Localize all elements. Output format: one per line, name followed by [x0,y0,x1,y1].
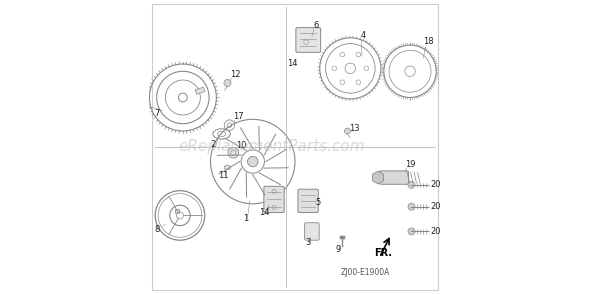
FancyBboxPatch shape [264,186,284,213]
FancyBboxPatch shape [379,171,409,184]
Text: 6: 6 [314,21,319,30]
Text: 10: 10 [236,141,247,151]
Text: 13: 13 [349,124,360,133]
Text: 1: 1 [243,214,248,223]
Text: 17: 17 [233,112,244,121]
Circle shape [408,228,415,235]
Ellipse shape [224,165,231,170]
Text: 20: 20 [431,227,441,236]
Text: 20: 20 [431,202,441,211]
Circle shape [408,181,415,188]
Circle shape [224,79,231,86]
Text: 12: 12 [230,70,241,79]
Text: FR.: FR. [373,248,392,258]
Text: 5: 5 [315,198,320,207]
Text: 14: 14 [287,59,297,68]
Text: 14: 14 [259,208,270,217]
Text: 11: 11 [218,171,228,180]
FancyBboxPatch shape [296,28,320,52]
Text: 20: 20 [431,180,441,189]
Text: 3: 3 [306,238,311,247]
Text: eReplacementParts.com: eReplacementParts.com [178,139,365,155]
Text: ZJ00-E1900A: ZJ00-E1900A [340,268,389,277]
Circle shape [408,203,415,210]
FancyBboxPatch shape [304,223,319,240]
Text: 8: 8 [155,225,160,234]
Circle shape [248,156,258,167]
Bar [175,209,179,213]
Circle shape [228,148,238,158]
Text: 4: 4 [361,31,366,39]
Bar [195,87,205,94]
Circle shape [345,128,350,134]
Text: 2: 2 [211,140,216,149]
Text: 7: 7 [154,109,159,118]
Text: 18: 18 [423,37,434,46]
Text: 9: 9 [336,245,341,254]
FancyBboxPatch shape [298,189,318,213]
Text: 19: 19 [405,160,415,169]
